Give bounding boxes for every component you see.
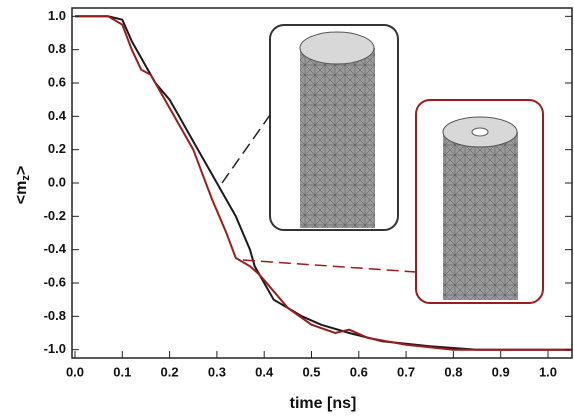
y-label-main: <m: [13, 181, 30, 205]
y-tick-label: 0.2: [48, 141, 66, 156]
cylinder-top: [300, 32, 374, 64]
x-tick-label: 0.4: [255, 364, 274, 379]
x-tick-label: 0.0: [66, 364, 84, 379]
y-axis-label: <mz>: [13, 166, 32, 204]
tube-hole: [472, 128, 488, 136]
y-tick-label: 0.4: [48, 108, 67, 123]
pointer-solid: [222, 115, 270, 183]
cylinder-solid: [300, 48, 375, 228]
insets: [222, 25, 543, 303]
x-tick-label: 0.7: [397, 364, 415, 379]
y-tick-label: -0.4: [44, 241, 67, 256]
x-tick-label: 0.5: [302, 364, 320, 379]
y-tick-label: 0.8: [48, 41, 66, 56]
x-tick-label: 1.0: [539, 364, 557, 379]
x-tick-label: 0.9: [492, 364, 510, 379]
x-axis-label: time [ns]: [290, 395, 357, 412]
y-tick-label: -0.8: [44, 308, 66, 323]
x-tick-label: 0.6: [350, 364, 368, 379]
pointer-tube: [243, 260, 416, 272]
x-tick-label: 0.8: [444, 364, 462, 379]
x-tick-label: 0.1: [113, 364, 131, 379]
y-tick-label: -0.6: [44, 274, 66, 289]
x-tick-label: 0.2: [161, 364, 179, 379]
chart: time [ns] <mz> 1.0 0.8 0.6 0.4 0.2 0.0 -0.2 -0.…: [0, 0, 574, 416]
y-tick-label: 0.0: [48, 174, 66, 189]
y-tick-label: -0.2: [44, 208, 66, 223]
x-tick-label: 0.3: [208, 364, 226, 379]
y-tick-label: 1.0: [48, 8, 66, 23]
cylinder-tube: [443, 132, 518, 300]
y-label-end: >: [13, 166, 30, 175]
y-tick-label: 0.6: [48, 74, 66, 89]
y-tick-label: -1.0: [44, 341, 66, 356]
